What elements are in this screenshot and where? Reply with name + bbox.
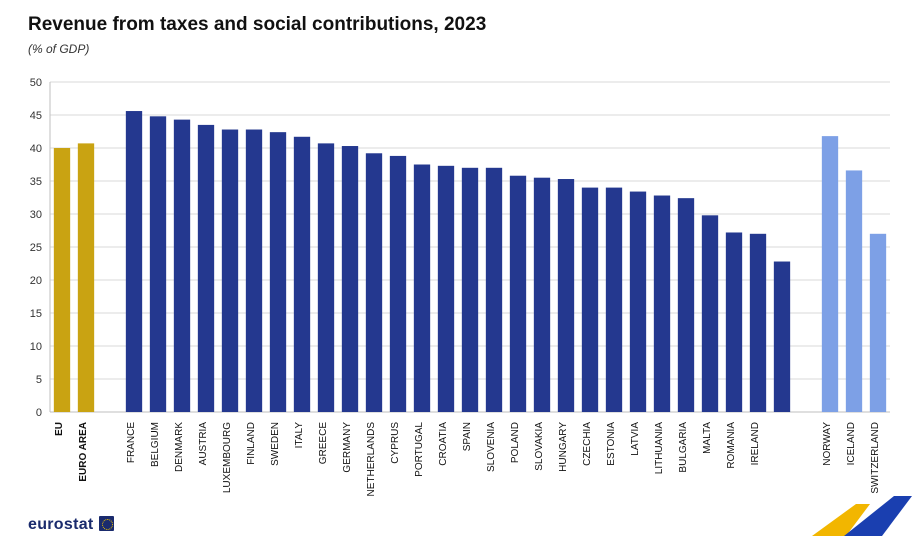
bar [774,262,790,412]
y-tick-label: 50 [30,77,42,89]
bar [270,132,286,412]
x-tick-label: BELGIUM [150,422,161,467]
x-tick-label: CROATIA [438,422,449,466]
y-tick-label: 10 [30,341,42,353]
bar [582,188,598,412]
x-tick-label: HUNGARY [558,422,569,472]
bar [54,148,70,412]
y-tick-label: 40 [30,143,42,155]
eu-flag-icon [99,516,114,531]
x-tick-label: SLOVENIA [486,422,497,472]
x-tick-label: SWEDEN [270,422,281,466]
eurostat-brand: eurostat [28,516,114,534]
x-tick-label: MALTA [702,422,713,454]
bar [246,130,262,412]
bar [630,192,646,412]
eurostat-swoosh-icon [794,486,914,544]
bar [318,143,334,412]
x-tick-label: DENMARK [174,422,185,472]
x-tick-label: GREECE [318,422,329,465]
bar [150,116,166,412]
x-tick-label: EURO AREA [78,422,89,482]
x-tick-label: LITHUANIA [654,422,665,475]
bar [750,234,766,412]
y-tick-label: 0 [36,407,42,419]
bar [390,156,406,412]
y-tick-label: 25 [30,242,42,254]
y-tick-label: 30 [30,209,42,221]
bar [606,188,622,412]
x-tick-label: CZECHIA [582,422,593,466]
x-tick-label: CYPRUS [390,422,401,464]
bar [678,198,694,412]
x-tick-label: PORTUGAL [414,422,425,477]
x-tick-label: NORWAY [822,422,833,466]
bar [654,196,670,412]
x-tick-label: FRANCE [126,422,137,463]
x-tick-label: EU [54,422,65,436]
y-tick-label: 15 [30,308,42,320]
bar [78,143,94,412]
bar [702,215,718,412]
x-tick-label: GERMANY [342,422,353,473]
x-tick-label: SPAIN [462,422,473,451]
bar [222,130,238,412]
x-tick-label: POLAND [510,422,521,463]
bar [486,168,502,412]
x-tick-label: SWITZERLAND [870,422,881,494]
x-tick-label: ESTONIA [606,422,617,466]
x-tick-label: LUXEMBOURG [222,422,233,493]
brand-text: eurostat [28,516,94,533]
x-tick-label: NETHERLANDS [366,422,377,497]
bar [870,234,886,412]
bar [294,137,310,412]
x-tick-label: AUSTRIA [198,422,209,466]
bar [534,178,550,412]
bar [414,165,430,413]
y-tick-label: 35 [30,176,42,188]
bar [438,166,454,412]
y-tick-label: 5 [36,374,42,386]
bar [126,111,142,412]
x-tick-label: BULGARIA [678,422,689,473]
y-tick-label: 45 [30,110,42,122]
bar [366,153,382,412]
x-tick-label: FINLAND [246,422,257,465]
bar [198,125,214,412]
bar [510,176,526,412]
x-tick-label: LATVIA [630,422,641,456]
bar [822,136,838,412]
x-tick-label: ROMANIA [726,422,737,469]
bar [558,179,574,412]
bar [342,146,358,412]
x-tick-label: ITALY [294,422,305,449]
bar [174,120,190,412]
bar [726,232,742,412]
x-tick-label: IRELAND [750,422,761,465]
bar [846,170,862,412]
x-tick-label: ICELAND [846,422,857,465]
bar-chart: 0 5 10 15 20 25 30 35 40 45 50 EU EURO AREA FRANCE BEL… [0,0,910,522]
y-tick-label: 20 [30,275,42,287]
bar [462,168,478,412]
x-tick-label: SLOVAKIA [534,422,545,471]
